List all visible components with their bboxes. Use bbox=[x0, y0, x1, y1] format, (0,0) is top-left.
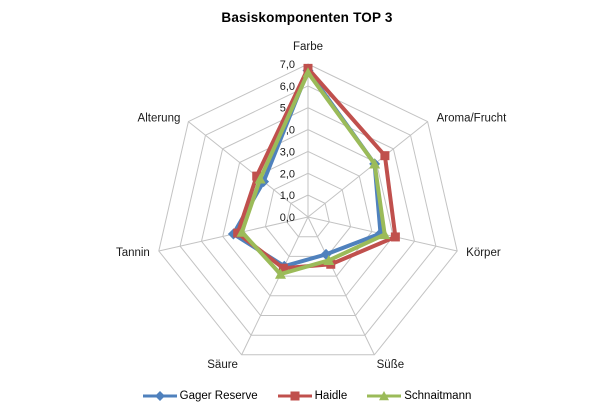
legend-label: Gager Reserve bbox=[179, 390, 258, 402]
triangle-marker bbox=[274, 268, 286, 279]
legend-item-haidle: Haidle bbox=[277, 390, 348, 402]
series-schnaitmann bbox=[236, 67, 391, 279]
category-label: Aroma/Frucht bbox=[437, 113, 507, 125]
square-marker bbox=[278, 263, 288, 273]
square-marker bbox=[252, 171, 262, 181]
legend-marker-square bbox=[277, 390, 312, 402]
category-label: Körper bbox=[466, 247, 501, 259]
chart-legend: Gager Reserve Haidle Schnaitmann bbox=[0, 390, 614, 402]
radial-tick-label: 3,0 bbox=[280, 146, 295, 158]
category-label: Alterung bbox=[138, 113, 181, 125]
radar-grid bbox=[158, 63, 458, 356]
radial-axis-labels: 0,01,02,03,04,05,06,07,0 bbox=[280, 59, 295, 224]
square-marker bbox=[233, 228, 243, 238]
category-axis-labels: Farbe Aroma/Frucht Körper Süße Säure Tannin Al… bbox=[116, 41, 507, 371]
legend-label: Haidle bbox=[314, 390, 348, 402]
triangle-marker bbox=[379, 391, 390, 401]
diamond-marker bbox=[154, 391, 165, 401]
chart-title: Basiskomponenten TOP 3 bbox=[221, 10, 393, 25]
legend-label: Schnaitmann bbox=[404, 390, 472, 402]
square-marker bbox=[380, 151, 390, 161]
category-label: Tannin bbox=[116, 247, 150, 259]
triangle-marker bbox=[302, 67, 314, 78]
triangle-marker bbox=[323, 254, 335, 265]
radial-tick-label: 7,0 bbox=[280, 59, 295, 71]
legend-marker-diamond bbox=[142, 390, 177, 402]
radial-tick-label: 0,0 bbox=[280, 212, 295, 224]
triangle-marker bbox=[254, 173, 266, 184]
square-marker bbox=[390, 232, 400, 242]
legend-item-gager-reserve: Gager Reserve bbox=[142, 390, 258, 402]
triangle-marker bbox=[379, 229, 391, 240]
radial-tick-label: 6,0 bbox=[280, 81, 295, 93]
category-label: Farbe bbox=[293, 41, 323, 53]
category-label: Süße bbox=[377, 359, 405, 371]
triangle-marker bbox=[369, 158, 381, 169]
legend-marker-triangle bbox=[367, 390, 402, 402]
legend-item-schnaitmann: Schnaitmann bbox=[367, 390, 471, 402]
triangle-marker bbox=[236, 226, 248, 237]
radial-tick-label: 2,0 bbox=[280, 168, 295, 180]
radial-tick-label: 1,0 bbox=[280, 190, 295, 202]
square-marker bbox=[290, 391, 300, 401]
category-label: Säure bbox=[207, 359, 238, 371]
